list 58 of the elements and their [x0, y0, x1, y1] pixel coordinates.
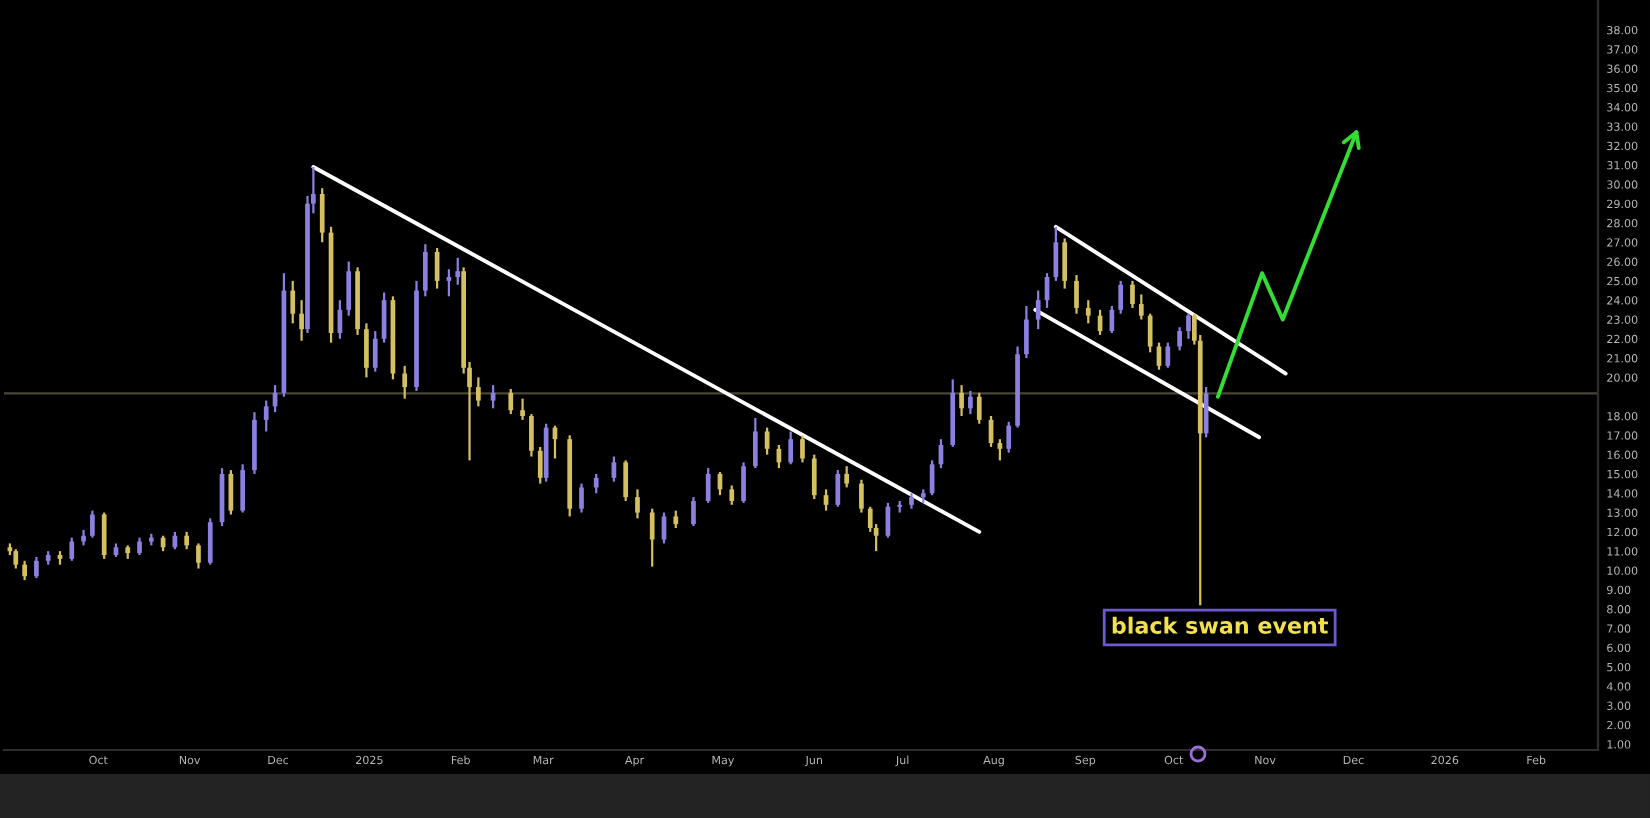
candlestick [1074, 273, 1079, 315]
candlestick [364, 322, 369, 379]
candlestick [529, 412, 534, 458]
candlestick [1062, 237, 1068, 290]
candlestick [13, 548, 19, 570]
candlestick [207, 517, 213, 566]
candlestick [455, 256, 461, 286]
candlestick [263, 399, 269, 433]
candlestick [752, 416, 758, 470]
candlestick [1165, 341, 1171, 369]
candlestick [844, 465, 850, 489]
candlestick [520, 397, 525, 421]
candlestick [346, 260, 352, 317]
candlestick [299, 299, 304, 342]
candlestick [788, 430, 794, 466]
candlestick [623, 459, 629, 503]
candlestick [319, 187, 325, 244]
candlestick [976, 391, 982, 425]
candlestick [968, 389, 973, 416]
candlestick [1138, 293, 1144, 321]
candlestick [1177, 326, 1182, 352]
candlestick [34, 555, 39, 580]
candlestick [729, 484, 735, 506]
candlestick [741, 461, 746, 505]
candlestick [635, 488, 640, 520]
candlestick [402, 364, 408, 400]
candlestick [1147, 312, 1153, 354]
candlestick [90, 509, 95, 539]
candlestick [811, 453, 817, 501]
candlestick [1006, 420, 1012, 454]
candlestick [1085, 299, 1091, 325]
candlestick [101, 511, 107, 560]
candlestick [22, 559, 27, 582]
candlestick [691, 495, 696, 528]
candlestick [1130, 279, 1135, 310]
candlestick [196, 542, 201, 570]
candlestick [476, 376, 481, 408]
candlestick [593, 472, 599, 495]
candlestick [1186, 312, 1191, 340]
candlestick [835, 468, 841, 508]
candlestick [69, 536, 75, 562]
candlestick [372, 329, 378, 373]
candlestick [959, 384, 964, 418]
candlestick [800, 434, 805, 464]
candlestick [422, 243, 428, 298]
candlestick [508, 387, 514, 416]
candlestick [240, 463, 246, 514]
candlestick [859, 478, 864, 514]
annotation: black swan event [1112, 616, 1328, 634]
candlestick [290, 279, 296, 325]
candlestick [705, 467, 711, 505]
candlestick [537, 445, 543, 485]
candlestick [1118, 279, 1124, 315]
candlestick [1035, 289, 1041, 331]
candlestick [1024, 304, 1029, 360]
candlestick [579, 482, 584, 514]
candlestick [649, 507, 655, 568]
candlestick [1109, 304, 1115, 335]
